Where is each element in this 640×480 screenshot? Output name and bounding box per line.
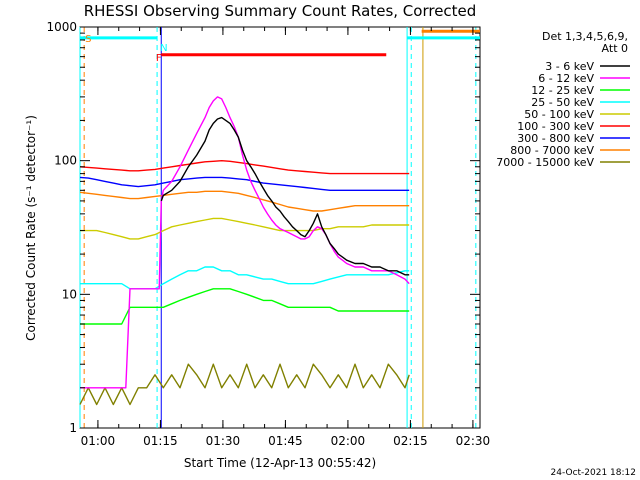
footer-date: 24-Oct-2021 18:12 <box>551 468 636 478</box>
series-line-3 <box>80 266 410 290</box>
annotation-f: F <box>156 53 162 64</box>
chart-title: RHESSI Observing Summary Count Rates, Co… <box>84 2 477 20</box>
annotation-n: N <box>160 43 167 54</box>
y-axis-label: Corrected Count Rate (s⁻¹ detector⁻¹) <box>24 115 38 341</box>
legend-label-8: 7000 - 15000 keV <box>496 156 594 169</box>
state-bars <box>80 29 480 57</box>
state-annotations: S NF <box>85 34 167 64</box>
y-tick-label-0: 1 <box>69 421 77 435</box>
vertical-markers <box>79 27 477 428</box>
series-line-8 <box>79 363 410 406</box>
plot-frame <box>79 26 481 429</box>
y-tick-label-3: 1000 <box>46 20 77 34</box>
legend-label-7: 800 - 7000 keV <box>510 144 594 157</box>
series-line-4 <box>80 217 410 240</box>
series-line-7 <box>79 190 410 212</box>
series-line-5 <box>79 159 410 175</box>
legend-label-4: 50 - 100 keV <box>524 108 594 121</box>
plot-area <box>79 26 481 429</box>
series-line-2 <box>80 288 410 325</box>
annotation-s: S <box>85 34 91 45</box>
series-line-6 <box>79 176 410 192</box>
x-axis-ticks: 01:00 01:15 01:30 01:45 02:00 02:15 02:30 <box>81 27 491 448</box>
x-tick-label-0: 01:00 <box>81 434 116 448</box>
legend-label-6: 300 - 800 keV <box>517 132 594 145</box>
y-tick-label-1: 10 <box>62 287 77 301</box>
series-line-0 <box>160 116 410 276</box>
legend-label-1: 6 - 12 keV <box>538 72 594 85</box>
x-tick-label-6: 02:30 <box>456 434 491 448</box>
series-line-1 <box>80 96 410 389</box>
legend-label-0: 3 - 6 keV <box>545 60 594 73</box>
legend-header-line-1: Det 1,3,4,5,6,9, <box>542 30 628 43</box>
y-axis-ticks: 1 10 100 1000 <box>46 20 480 435</box>
series-lines <box>79 96 410 406</box>
x-tick-label-2: 01:30 <box>206 434 241 448</box>
legend-header-line-2: Att 0 <box>602 42 628 55</box>
x-axis-label: Start Time (12-Apr-13 00:55:42) <box>184 456 376 470</box>
legend-label-3: 25 - 50 keV <box>531 96 594 109</box>
y-tick-label-2: 100 <box>54 154 77 168</box>
legend-label-2: 12 - 25 keV <box>531 84 594 97</box>
x-tick-label-5: 02:15 <box>393 434 428 448</box>
x-tick-label-4: 02:00 <box>331 434 366 448</box>
x-tick-label-1: 01:15 <box>143 434 178 448</box>
legend-label-5: 100 - 300 keV <box>517 120 594 133</box>
x-tick-label-3: 01:45 <box>268 434 303 448</box>
